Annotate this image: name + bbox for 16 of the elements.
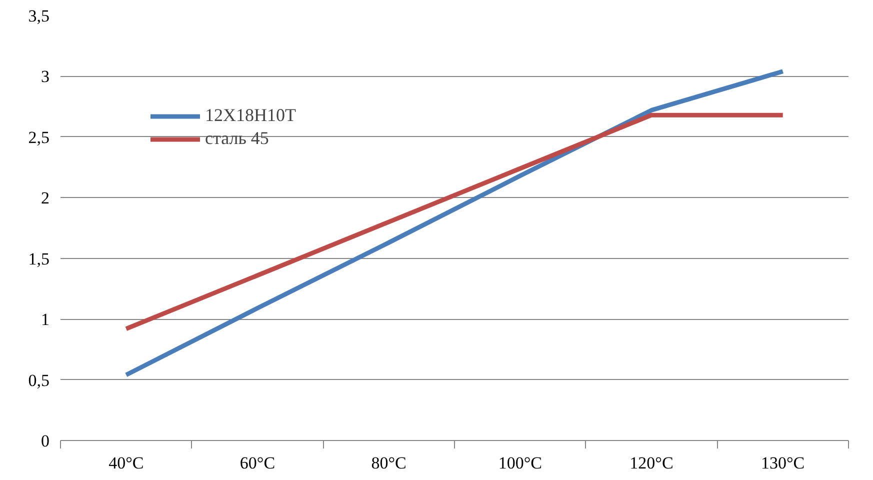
y-tick-label: 0,5 <box>28 370 50 390</box>
x-tick-label: 120°C <box>630 454 674 472</box>
line-series <box>124 69 786 378</box>
y-tick-label: 2,5 <box>28 128 50 147</box>
y-tick-label: 3 <box>41 67 50 86</box>
x-tick-label: 130°C <box>761 454 805 472</box>
y-tick-label: 2 <box>41 188 50 208</box>
y-tick-label: 1 <box>41 310 50 330</box>
y-tick-label: 0 <box>41 432 50 450</box>
x-tick-label: 60°C <box>240 454 276 472</box>
x-tick-label: 40°C <box>108 454 144 472</box>
legend-label: 12Х18Н10Т <box>205 105 296 126</box>
y-tick-label: 1,5 <box>28 249 50 268</box>
y-tick-label: 3,5 <box>28 6 50 26</box>
x-tick-label: 100°C <box>498 454 542 472</box>
x-tick-label: 80°C <box>371 454 406 472</box>
